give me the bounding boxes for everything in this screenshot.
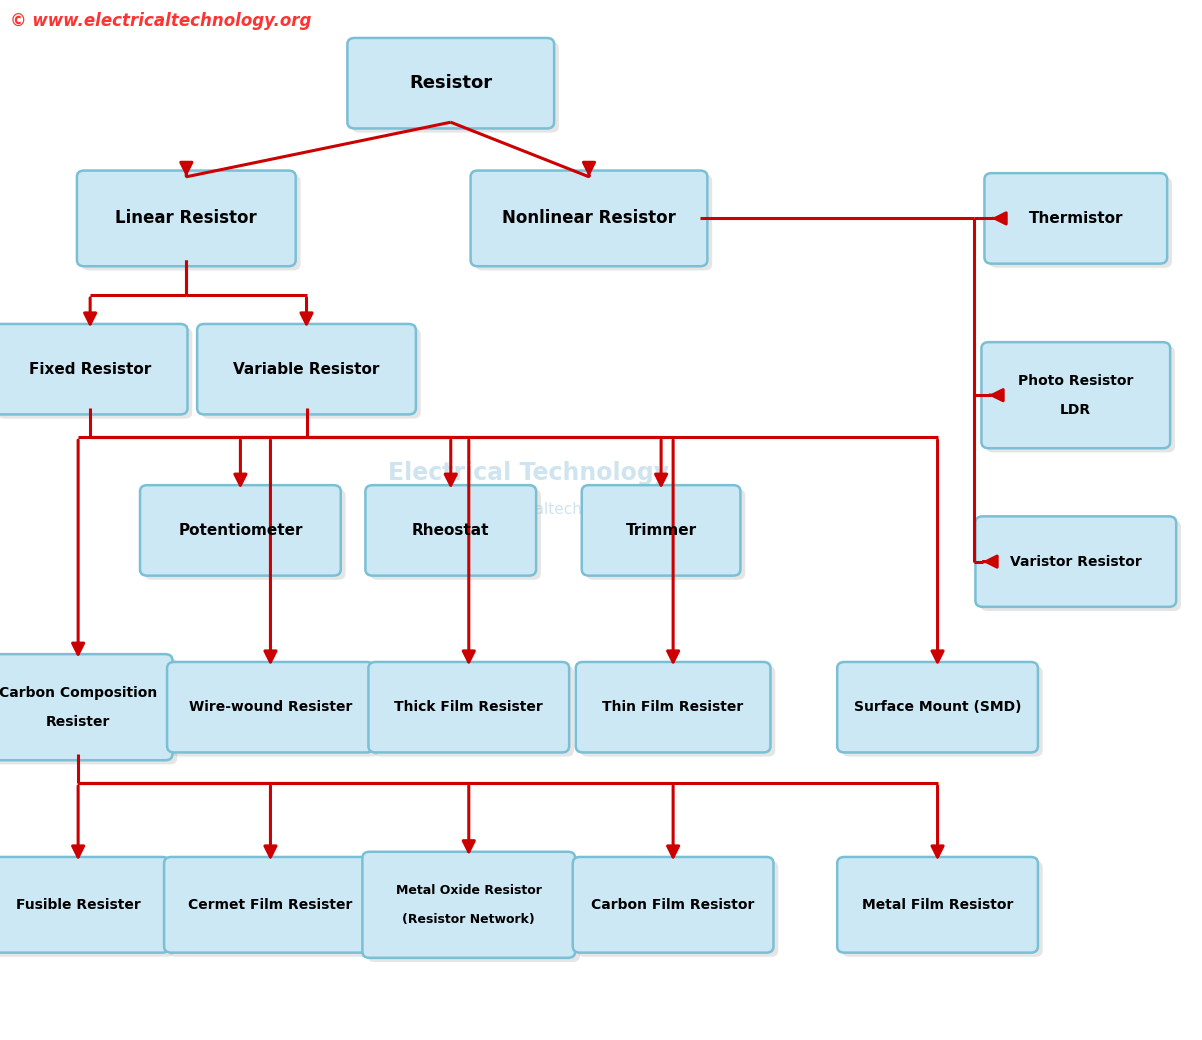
Text: http://www.electricaltechnology.org/: http://www.electricaltechnology.org/ (391, 502, 667, 517)
Text: Wire-wound Resister: Wire-wound Resister (189, 700, 352, 714)
FancyBboxPatch shape (981, 342, 1170, 448)
FancyBboxPatch shape (0, 324, 188, 414)
Text: Varistor Resistor: Varistor Resistor (1010, 554, 1142, 569)
FancyBboxPatch shape (837, 857, 1039, 953)
Text: Resistor: Resistor (409, 74, 493, 93)
Text: Trimmer: Trimmer (625, 523, 697, 538)
Text: Carbon Composition: Carbon Composition (0, 685, 157, 700)
Text: Nonlinear Resistor: Nonlinear Resistor (502, 209, 676, 228)
Text: Potentiometer: Potentiometer (178, 523, 303, 538)
FancyBboxPatch shape (475, 175, 712, 270)
FancyBboxPatch shape (981, 520, 1182, 610)
FancyBboxPatch shape (167, 661, 374, 753)
FancyBboxPatch shape (984, 173, 1167, 263)
FancyBboxPatch shape (77, 171, 296, 266)
FancyBboxPatch shape (837, 661, 1039, 753)
FancyBboxPatch shape (841, 666, 1043, 756)
Text: Metal Oxide Resistor: Metal Oxide Resistor (395, 884, 542, 896)
Text: Thick Film Resister: Thick Film Resister (394, 700, 543, 714)
Text: (Resistor Network): (Resistor Network) (403, 913, 535, 926)
Text: Variable Resistor: Variable Resistor (233, 362, 380, 376)
Text: Carbon Film Resistor: Carbon Film Resistor (591, 898, 755, 912)
FancyBboxPatch shape (986, 346, 1176, 452)
Text: Linear Resistor: Linear Resistor (115, 209, 257, 228)
FancyBboxPatch shape (347, 37, 554, 128)
Text: Surface Mount (SMD): Surface Mount (SMD) (853, 700, 1022, 714)
FancyBboxPatch shape (576, 661, 770, 753)
Text: Metal Film Resistor: Metal Film Resistor (862, 898, 1013, 912)
Text: Fusible Resister: Fusible Resister (16, 898, 141, 912)
FancyBboxPatch shape (0, 861, 174, 957)
Text: Thermistor: Thermistor (1029, 211, 1123, 226)
FancyBboxPatch shape (0, 329, 192, 418)
FancyBboxPatch shape (141, 485, 341, 575)
FancyBboxPatch shape (373, 666, 575, 756)
FancyBboxPatch shape (145, 490, 346, 580)
FancyBboxPatch shape (82, 175, 300, 270)
FancyBboxPatch shape (841, 861, 1043, 957)
FancyBboxPatch shape (989, 177, 1172, 267)
FancyBboxPatch shape (582, 485, 740, 575)
FancyBboxPatch shape (0, 658, 178, 764)
FancyBboxPatch shape (587, 490, 745, 580)
FancyBboxPatch shape (365, 485, 536, 575)
FancyBboxPatch shape (197, 324, 416, 414)
Text: Electrical Technology: Electrical Technology (388, 461, 670, 486)
Text: Rheostat: Rheostat (412, 523, 489, 538)
Text: Photo Resistor: Photo Resistor (1018, 373, 1133, 388)
FancyBboxPatch shape (363, 852, 576, 958)
FancyBboxPatch shape (0, 654, 173, 760)
Text: Thin Film Resister: Thin Film Resister (602, 700, 744, 714)
FancyBboxPatch shape (470, 171, 707, 266)
Text: Cermet Film Resister: Cermet Film Resister (189, 898, 352, 912)
FancyBboxPatch shape (581, 666, 775, 756)
Text: Resister: Resister (46, 714, 111, 729)
FancyBboxPatch shape (573, 857, 774, 953)
Text: © www.electricaltechnology.org: © www.electricaltechnology.org (10, 12, 311, 30)
FancyBboxPatch shape (172, 666, 379, 756)
FancyBboxPatch shape (163, 857, 377, 953)
FancyBboxPatch shape (352, 42, 559, 132)
FancyBboxPatch shape (578, 861, 779, 957)
FancyBboxPatch shape (976, 516, 1177, 606)
FancyBboxPatch shape (202, 329, 421, 418)
FancyBboxPatch shape (368, 856, 581, 962)
FancyBboxPatch shape (168, 861, 382, 957)
FancyBboxPatch shape (0, 857, 169, 953)
Text: Fixed Resistor: Fixed Resistor (29, 362, 151, 376)
FancyBboxPatch shape (368, 661, 570, 753)
FancyBboxPatch shape (370, 490, 541, 580)
Text: LDR: LDR (1060, 402, 1091, 417)
